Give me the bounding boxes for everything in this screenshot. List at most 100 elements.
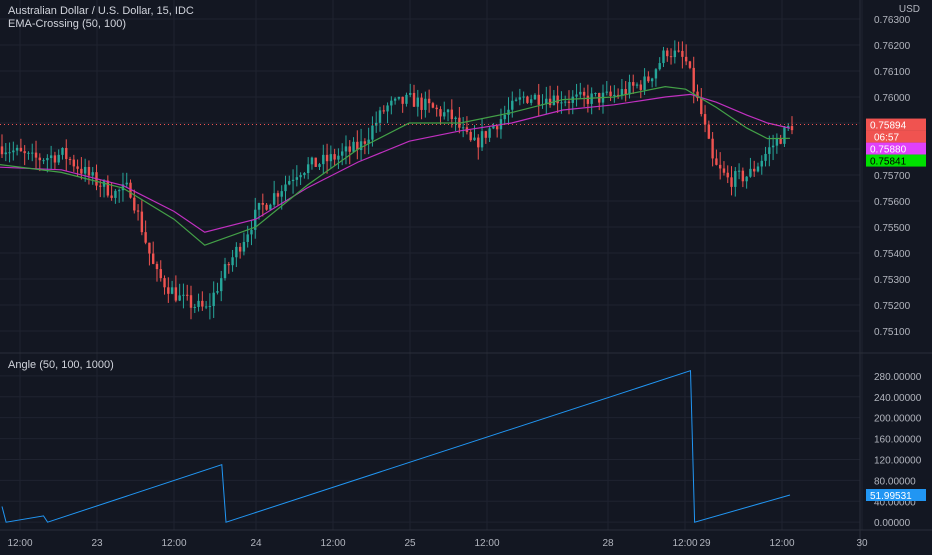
candle-body — [405, 94, 408, 104]
candle-body — [609, 91, 612, 97]
candle — [409, 83, 412, 98]
candle-body — [265, 204, 268, 210]
y-tick-label-sub: 280.00000 — [874, 372, 922, 383]
candle — [620, 78, 624, 100]
x-tick-label: 12:00 — [769, 538, 794, 549]
candle-body — [49, 155, 53, 159]
candle — [613, 85, 616, 103]
candle-body — [469, 131, 472, 141]
symbol-legend[interactable]: Australian Dollar / U.S. Dollar, 15, IDC — [8, 5, 194, 17]
candle — [495, 124, 499, 138]
candle-body — [582, 91, 586, 96]
candle-body — [117, 190, 121, 192]
candle — [197, 293, 200, 312]
angle-legend[interactable]: Angle (50, 100, 1000) — [8, 359, 114, 371]
candle-body — [477, 137, 480, 148]
candle — [669, 48, 673, 65]
candle — [19, 138, 23, 152]
currency-label: USD — [898, 4, 920, 15]
candle-body — [620, 89, 624, 96]
candle-body — [189, 295, 193, 308]
candle — [715, 149, 718, 166]
candle-body — [390, 100, 393, 106]
candle — [575, 83, 578, 107]
x-tick-label: 28 — [602, 538, 614, 549]
candle — [775, 133, 779, 154]
candle-body — [628, 82, 631, 95]
candle-body — [518, 97, 522, 100]
candle — [480, 118, 484, 151]
candle — [151, 241, 155, 265]
candle-body — [688, 61, 692, 68]
candle-body — [639, 84, 643, 90]
candle-body — [344, 146, 348, 152]
candle — [288, 175, 291, 186]
candle-body — [427, 98, 431, 104]
y-tick-label: 0.76000 — [874, 93, 911, 104]
candle — [242, 232, 246, 256]
candle-body — [170, 287, 174, 294]
candle — [416, 89, 419, 117]
candle-body — [46, 158, 49, 161]
candle-body — [314, 157, 317, 167]
candle — [223, 257, 227, 281]
candle — [12, 141, 15, 161]
candle-body — [269, 204, 272, 210]
candle — [265, 202, 268, 211]
candle-body — [261, 203, 265, 205]
candle — [163, 275, 166, 295]
candle — [38, 153, 41, 172]
candle — [658, 57, 661, 71]
candle-body — [140, 211, 144, 233]
candle-body — [57, 154, 60, 163]
candle — [352, 137, 355, 153]
candle — [382, 105, 385, 114]
candle-body — [730, 177, 733, 187]
candle — [718, 152, 722, 180]
candle-body — [790, 126, 794, 131]
candle — [204, 300, 208, 310]
candle — [639, 80, 643, 99]
ema-lines — [0, 85, 791, 246]
candle — [703, 105, 707, 133]
candle-body — [435, 107, 438, 110]
y-tick-label-sub: 120.00000 — [874, 455, 922, 466]
candle — [662, 46, 665, 68]
candle-body — [53, 155, 57, 163]
candle — [711, 132, 714, 167]
candle — [741, 167, 745, 188]
candle — [650, 77, 654, 88]
x-tick-label: 25 — [404, 538, 416, 549]
candle-body — [635, 84, 639, 86]
candle — [314, 157, 317, 168]
candle — [235, 242, 238, 268]
candle-body — [616, 94, 620, 96]
candle-body — [159, 269, 162, 279]
candle-body — [121, 184, 125, 191]
candle — [72, 154, 76, 172]
candle-body — [764, 153, 767, 161]
price-pane — [0, 40, 860, 320]
candle — [125, 172, 128, 188]
candle-body — [737, 170, 741, 172]
candle — [427, 89, 431, 113]
study-legend[interactable]: EMA-Crossing (50, 100) — [8, 18, 126, 30]
candle — [412, 84, 416, 107]
candle — [529, 94, 533, 106]
candle-body — [594, 92, 597, 94]
candle-body — [397, 96, 401, 99]
candle-body — [174, 287, 178, 301]
candle-body — [480, 131, 484, 148]
candle — [571, 90, 574, 115]
candle-body — [216, 291, 219, 293]
candle-body — [371, 125, 374, 140]
candle — [461, 117, 465, 138]
candle — [80, 157, 83, 180]
x-tick-label: 12:00 — [161, 538, 186, 549]
candle — [15, 144, 19, 156]
current-price-label: 0.75894 — [866, 118, 926, 132]
candle-body — [749, 168, 752, 177]
candle-body — [711, 138, 714, 159]
